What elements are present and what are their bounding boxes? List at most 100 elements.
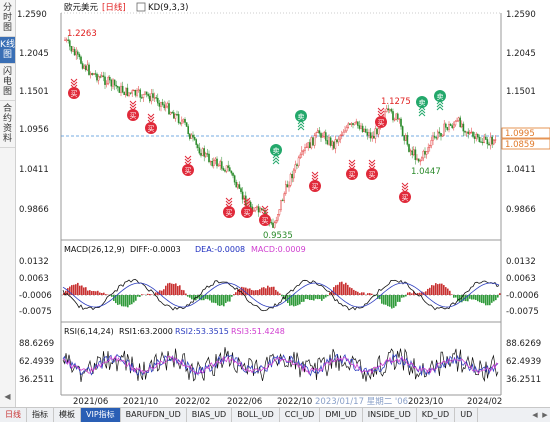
candle-body [127,88,128,96]
candle-body [285,185,286,194]
macd-bar [401,295,403,298]
candle-body [477,134,478,137]
macd-bar [93,291,95,295]
tab-kd[interactable]: KD_UD [417,408,455,422]
candle-body [79,54,80,56]
macd-bar [171,284,173,295]
bottom-tab-bar: 日线 指标 模板 VIP指标 BARUFDN_UD BIAS_UD BOLL_U… [0,407,550,422]
candle-body [189,134,190,139]
time-label: 2023/10 [408,397,443,407]
macd-bar [449,291,451,295]
candle-body [178,114,179,122]
candle-body [445,124,446,127]
low-price-label: 0.9535 [263,231,293,241]
marker-label: 买 [148,125,155,133]
macd-bar [399,295,401,302]
candle-body [429,146,430,148]
candle-body [224,170,225,171]
tab-indicator[interactable]: 指标 [27,408,54,422]
candle-body [128,93,129,96]
macd-bar [473,295,475,299]
triangle-left-icon[interactable]: ◀ [0,392,15,401]
candle-body [450,124,451,125]
chevron-down-icon [312,172,318,175]
candle-body [485,137,486,139]
macd-bar [315,295,317,299]
macd-bar [213,295,215,303]
tab-time-chart[interactable]: 分时图 [0,0,15,37]
macd-bar [137,295,139,297]
candle-body [66,40,67,41]
macd-bar [261,288,263,295]
scroll-right-icon[interactable]: ▶ [540,411,550,419]
tab-vip-indicator[interactable]: VIP指标 [81,408,121,422]
indicator-label: KD(9,3,3) [148,3,188,13]
price-tick-right: 1.1501 [506,87,536,97]
indicator-toggle-icon[interactable] [137,3,145,11]
candle-body [255,208,256,211]
candle-body [410,151,411,152]
price-tick-left: 1.1501 [19,87,49,97]
tab-bias[interactable]: BIAS_UD [187,408,232,422]
candle-body [405,135,406,140]
macd-bar [481,295,483,303]
macd-bar [167,283,169,295]
tab-candlestick-chart[interactable]: K线图 [0,37,15,64]
price-chart-svg[interactable]: 欧元美元 [日线] KD(9,3,3) 1.2590 1.2590 1.2045… [15,0,550,407]
macd-bar [495,295,497,300]
macd-bar [85,287,87,295]
candle-body [407,135,408,144]
candle-body [317,131,318,133]
tab-dmi[interactable]: DMI_UD [320,408,362,422]
macd-bar [341,282,343,295]
tab-inside[interactable]: INSIDE_UD [363,408,417,422]
candle-body [300,155,301,158]
chevron-down-icon [185,156,191,159]
candle-body [423,151,424,158]
candle-body [376,129,377,134]
tab-barufdn[interactable]: BARUFDN_UD [121,408,187,422]
macd-bar [339,282,341,295]
tab-cci[interactable]: CCI_UD [280,408,321,422]
macd-bar [357,292,359,295]
candle-body [295,165,296,170]
candle-body [119,87,120,92]
chart-area[interactable]: 欧元美元 [日线] KD(9,3,3) 1.2590 1.2590 1.2045… [15,0,550,407]
macd-bar [369,293,371,295]
candle-body [452,126,453,128]
tab-contract-info[interactable]: 合约资料 [0,101,15,148]
candle-body [330,138,331,146]
candle-body [492,137,493,144]
macd-bar [97,291,99,295]
chevron-down-icon [226,198,232,201]
candle-body [122,86,123,92]
macd-bar [353,290,355,295]
candle-body [71,46,72,51]
macd-bar [263,287,265,295]
candle-body [490,137,491,145]
macd-bar [313,295,315,300]
macd-bar [371,294,373,295]
marker-label: 买 [349,171,356,179]
candle-body [354,123,355,125]
macd-bar [83,287,85,295]
candle-body [172,112,173,113]
macd-bar [259,289,261,295]
candle-body [311,138,312,148]
macd-bar [485,295,487,305]
macd-bar [127,295,129,307]
macd-bar [381,295,383,304]
candle-body [420,160,421,161]
tab-boll[interactable]: BOLL_UD [232,408,280,422]
scroll-left-icon[interactable]: ◀ [530,411,540,419]
candle-body [239,185,240,189]
macd-bar [477,295,479,301]
macd-bar [245,288,247,295]
tab-flash-chart[interactable]: 闪电图 [0,64,15,101]
candle-body [367,132,368,135]
tab-ud[interactable]: UD [455,408,478,422]
candle-body [460,118,461,127]
tab-daily[interactable]: 日线 [0,408,27,422]
tab-template[interactable]: 模板 [54,408,81,422]
candle-body [132,91,133,93]
